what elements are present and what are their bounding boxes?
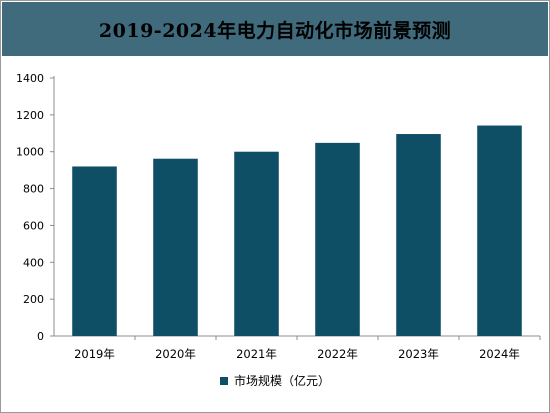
x-tick-label: 2024年 (479, 347, 520, 361)
bar (72, 166, 117, 336)
legend-label: 市场规模（亿元） (234, 372, 330, 389)
bar (396, 134, 441, 336)
x-tick-label: 2021年 (236, 347, 277, 361)
bar (477, 126, 522, 336)
y-tick-label: 0 (37, 330, 44, 343)
bar (153, 159, 198, 336)
legend-swatch (220, 377, 228, 385)
y-tick-label: 1000 (16, 146, 44, 159)
y-tick-label: 600 (23, 219, 44, 232)
y-tick-label: 1400 (16, 72, 44, 85)
x-tick-label: 2023年 (398, 347, 439, 361)
bar (234, 152, 279, 336)
legend: 市场规模（亿元） (0, 372, 550, 389)
y-tick-label: 1200 (16, 109, 44, 122)
x-tick-label: 2020年 (155, 347, 196, 361)
bar (315, 143, 360, 336)
y-tick-label: 200 (23, 293, 44, 306)
y-tick-label: 400 (23, 256, 44, 269)
x-tick-label: 2022年 (317, 347, 358, 361)
x-tick-label: 2019年 (74, 347, 115, 361)
y-tick-label: 800 (23, 183, 44, 196)
